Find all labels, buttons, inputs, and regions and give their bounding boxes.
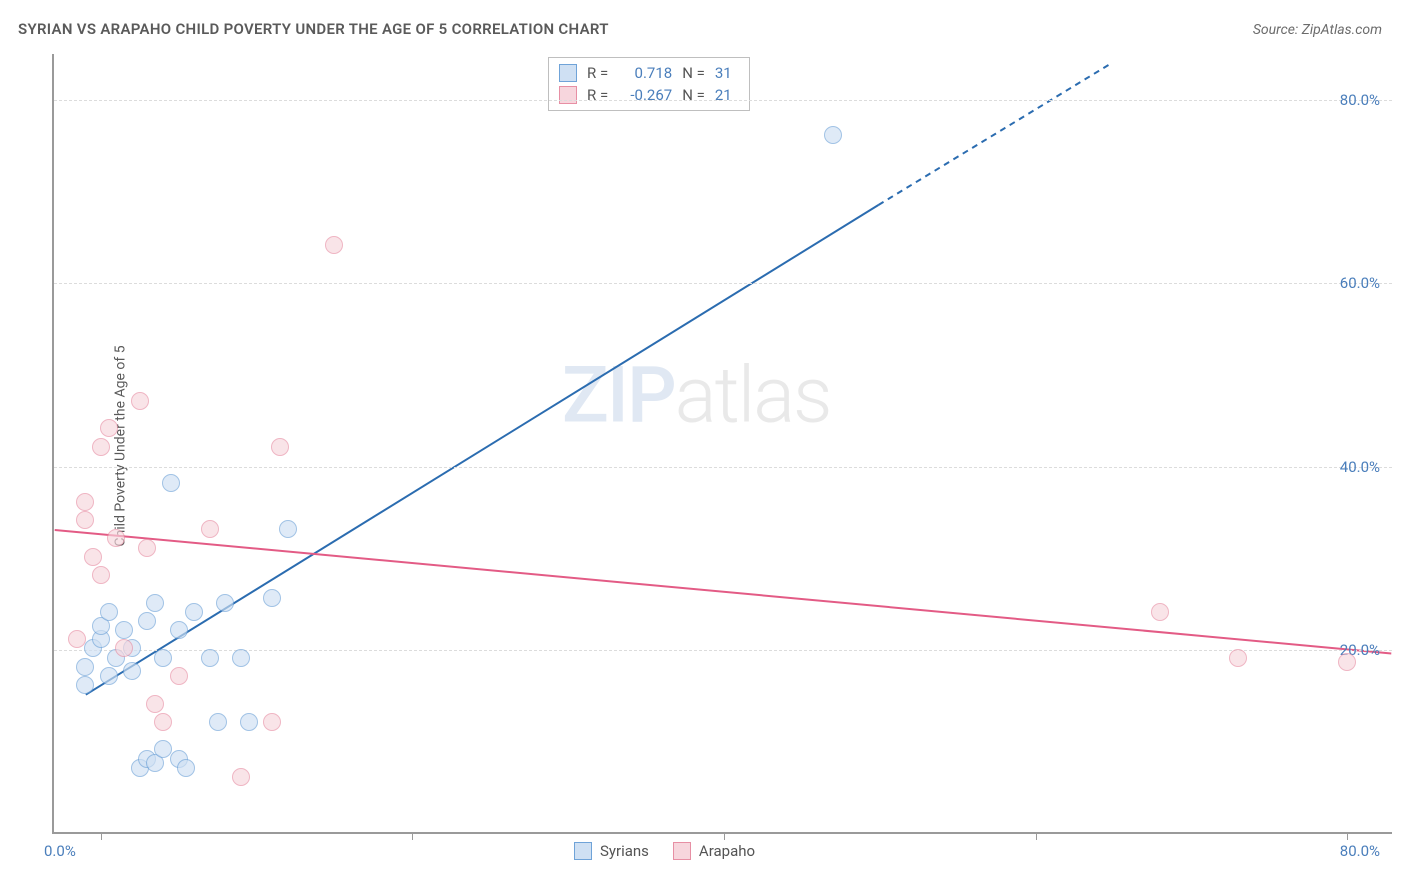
stats-r-value-syrians: 0.718 <box>618 64 672 82</box>
stats-row-syrians: R = 0.718 N = 31 <box>559 62 739 84</box>
data-point <box>146 695 164 713</box>
data-point <box>325 236 343 254</box>
legend-swatch-syrians <box>574 842 592 860</box>
data-point <box>76 676 94 694</box>
x-tick <box>724 832 725 840</box>
x-tick <box>1347 832 1348 840</box>
legend-item-syrians: Syrians <box>574 842 649 860</box>
data-point <box>76 493 94 511</box>
data-point <box>92 566 110 584</box>
data-point <box>1338 653 1356 671</box>
data-point <box>92 438 110 456</box>
legend-item-arapaho: Arapaho <box>673 842 755 860</box>
watermark-zip: ZIP <box>562 351 675 442</box>
x-axis-min-label: 0.0% <box>44 842 76 860</box>
legend-label-syrians: Syrians <box>600 842 649 860</box>
data-point <box>216 594 234 612</box>
stats-row-arapaho: R = -0.267 N = 21 <box>559 84 739 106</box>
swatch-syrians <box>559 64 577 82</box>
data-point <box>115 639 133 657</box>
data-point <box>100 667 118 685</box>
data-point <box>279 520 297 538</box>
stats-n-value-arapaho: 21 <box>715 86 739 104</box>
data-point <box>68 630 86 648</box>
stats-r-label: R = <box>587 86 608 104</box>
data-point <box>1229 649 1247 667</box>
stats-r-label: R = <box>587 64 608 82</box>
data-point <box>138 612 156 630</box>
stats-r-value-arapaho: -0.267 <box>618 86 672 104</box>
data-point <box>271 438 289 456</box>
x-tick <box>1036 832 1037 840</box>
data-point <box>100 603 118 621</box>
y-tick-label: 80.0% <box>1340 91 1380 109</box>
data-point <box>1151 603 1169 621</box>
data-point <box>138 539 156 557</box>
data-point <box>115 621 133 639</box>
data-point <box>162 474 180 492</box>
data-point <box>177 759 195 777</box>
stats-n-label: N = <box>682 64 705 82</box>
data-point <box>824 126 842 144</box>
data-point <box>146 594 164 612</box>
legend: Syrians Arapaho <box>574 842 755 860</box>
data-point <box>131 392 149 410</box>
data-point <box>100 419 118 437</box>
legend-swatch-arapaho <box>673 842 691 860</box>
data-point <box>232 768 250 786</box>
data-point <box>185 603 203 621</box>
plot-area: ZIPatlas R = 0.718 N = 31 R = -0.267 N =… <box>52 54 1392 834</box>
stats-n-label: N = <box>682 86 705 104</box>
data-point <box>76 658 94 676</box>
data-point <box>201 520 219 538</box>
swatch-arapaho <box>559 86 577 104</box>
data-point <box>209 713 227 731</box>
data-point <box>76 511 94 529</box>
data-point <box>240 713 258 731</box>
gridline <box>54 650 1392 651</box>
data-point <box>232 649 250 667</box>
y-tick-label: 60.0% <box>1340 274 1380 292</box>
data-point <box>201 649 219 667</box>
data-point <box>170 667 188 685</box>
gridline <box>54 100 1392 101</box>
watermark: ZIPatlas <box>562 351 831 442</box>
data-point <box>123 662 141 680</box>
gridline <box>54 283 1392 284</box>
stats-n-value-syrians: 31 <box>715 64 739 82</box>
x-axis-max-label: 80.0% <box>1340 842 1380 860</box>
data-point <box>84 548 102 566</box>
source-credit: Source: ZipAtlas.com <box>1253 22 1382 38</box>
correlation-stats-box: R = 0.718 N = 31 R = -0.267 N = 21 <box>548 57 750 111</box>
legend-label-arapaho: Arapaho <box>699 842 755 860</box>
data-point <box>154 713 172 731</box>
data-point <box>107 529 125 547</box>
chart-title: SYRIAN VS ARAPAHO CHILD POVERTY UNDER TH… <box>18 20 609 38</box>
data-point <box>154 649 172 667</box>
x-tick <box>101 832 102 840</box>
x-tick <box>412 832 413 840</box>
watermark-atlas: atlas <box>675 351 831 442</box>
y-tick-label: 40.0% <box>1340 458 1380 476</box>
data-point <box>263 589 281 607</box>
data-point <box>170 621 188 639</box>
gridline <box>54 467 1392 468</box>
data-point <box>263 713 281 731</box>
